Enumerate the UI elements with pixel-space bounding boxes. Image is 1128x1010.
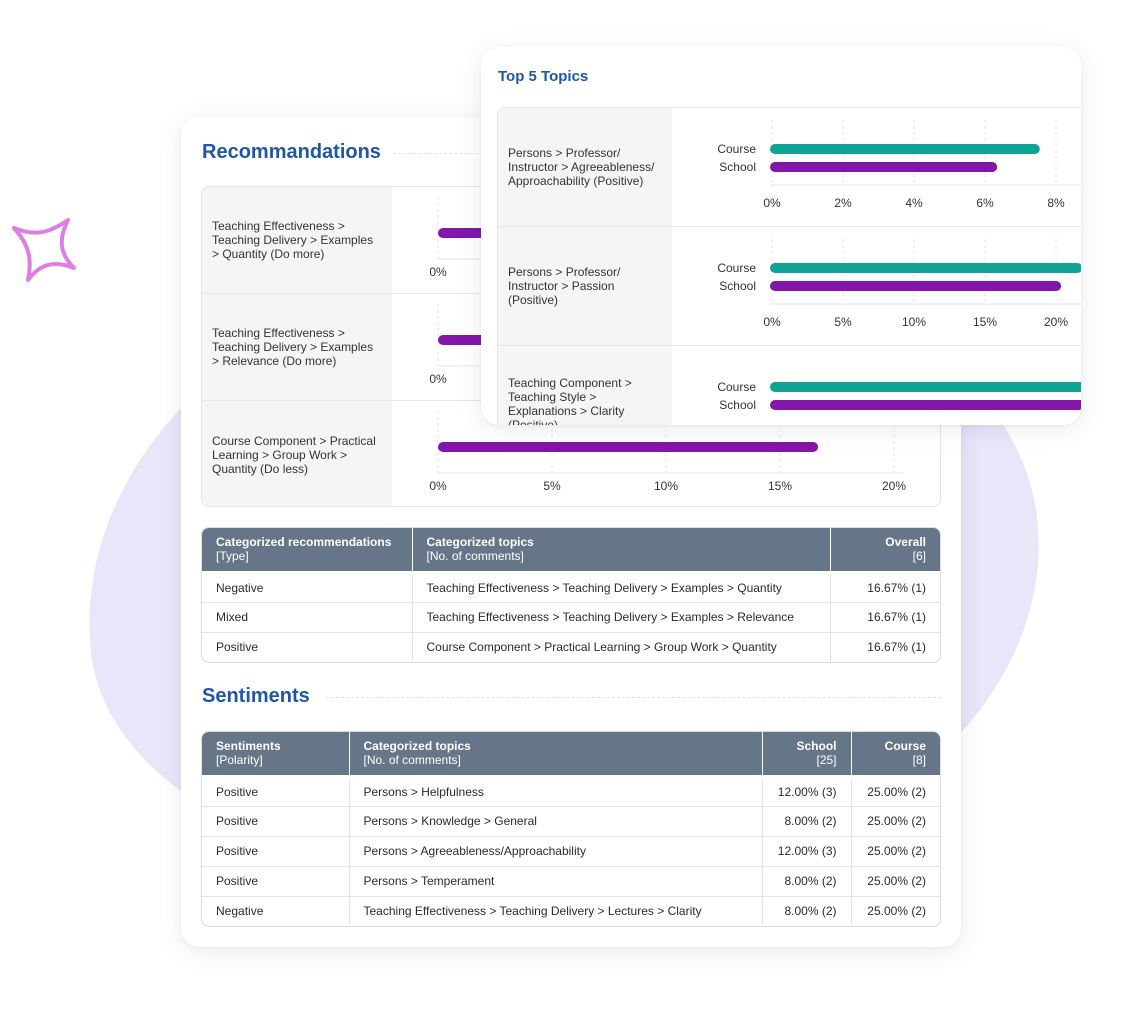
cell-topic: Persons > Helpfulness [349,776,763,806]
cell-topic: Teaching Effectiveness > Teaching Delive… [412,572,831,602]
cell-topic: Teaching Effectiveness > Teaching Delive… [349,895,763,926]
tick-label: 5% [543,479,561,493]
series-label-course: Course [717,380,756,394]
tick-label: 0% [429,479,447,493]
col-header-school[interactable]: School [25] [762,732,852,778]
sentiments-table: Sentiments [Polarity] Categorized topics[… [201,731,941,927]
cell-school: 12.00% (3) [762,835,852,866]
cell-polarity: Positive [202,805,350,836]
cell-school: 8.00% (2) [762,865,852,896]
cell-overall: 16.67% (1) [867,580,926,595]
bar-course[interactable] [770,382,1081,392]
cell-course: 25.00% (2) [867,784,926,799]
col-header-polarity[interactable]: Sentiments [Polarity] [202,732,350,778]
chart-row-label: Teaching Component > Teaching Style > Ex… [498,346,672,425]
sparkle-icon [12,218,76,282]
table-row: Positive Course Component > Practical Le… [202,631,940,662]
recommendations-title: Recommandations [202,141,381,163]
title-divider [393,153,483,154]
table-row: Positive Persons > Temperament 8.00% (2) 25… [202,865,940,896]
table-row: Negative Teaching Effectiveness > Teachin… [202,895,940,926]
bar-course[interactable] [770,144,1040,154]
cell-polarity: Negative [202,895,350,926]
series-label-school: School [719,279,756,293]
tick-label: 0% [763,196,781,210]
cell-topic: Persons > Agreeableness/Approachability [349,835,763,866]
topic-chart-row: Teaching Component > Teaching Style > Ex… [498,346,1081,425]
table-row: Positive Persons > Agreeableness/Approach… [202,835,940,866]
cell-topic: Persons > Temperament [349,865,763,896]
col-header-overall[interactable]: Overall [6] [830,528,940,574]
col-header-topics[interactable]: Categorized topics [No. of comments] [349,732,763,778]
cell-overall: 16.67% (1) [830,601,940,632]
topic-chart-row: Persons > Professor/ Instructor > Agreea… [498,108,1081,227]
top-topics-card: Top 5 Topics Persons > Professor/ Instru… [481,47,1081,425]
cell-topic: Persons > Knowledge > General [349,805,763,836]
tick-label: 15% [973,315,997,329]
cell-course: 25.00% (2) [851,835,940,866]
tick-label: 6% [976,196,994,210]
bar-school[interactable] [770,400,1081,410]
series-label-course: Course [717,142,756,156]
bar[interactable] [438,442,819,452]
tick-label: 4% [905,196,923,210]
top-topics-chart: Persons > Professor/ Instructor > Agreea… [497,107,1081,425]
chart-row-label: Course Component > Practical Learning > … [202,401,392,506]
tick-label: 0% [763,315,781,329]
cell-topic: Course Component > Practical Learning > … [412,631,831,662]
chart-row-label: Teaching Effectiveness > Teaching Delive… [202,294,392,400]
tick-label: 15% [768,479,792,493]
tick-label: 10% [654,479,678,493]
chart-row-label: Persons > Professor/ Instructor > Agreea… [498,108,672,226]
tick-label: 0% [429,372,447,386]
tick-label: 20% [1044,315,1068,329]
bar-school[interactable] [770,162,998,172]
cell-type: Mixed [202,601,413,632]
col-header-course[interactable]: Course [8] [851,732,940,778]
cell-topic: Teaching Effectiveness > Teaching Delive… [412,601,831,632]
cell-polarity: Positive [202,835,350,866]
bar-course[interactable] [770,263,1081,273]
series-label-school: School [719,160,756,174]
table-row: Positive Persons > Knowledge > General 8.0… [202,805,940,836]
cell-overall: 16.67% (1) [830,631,940,662]
col-header-type[interactable]: Categorized recommendations [Type] [202,528,413,574]
col-header-topics[interactable]: Categorized topics [No. of comments] [412,528,831,574]
series-label-course: Course [717,261,756,275]
tick-label: 5% [834,315,852,329]
cell-type: Positive [202,631,413,662]
chart-row-label: Persons > Professor/ Instructor > Passio… [498,227,672,345]
sentiments-title: Sentiments [202,685,310,707]
cell-type: Negative [202,572,413,602]
table-row: Positive Persons > Helpfulness 12.00% (3) 2… [202,776,940,806]
top-topics-title: Top 5 Topics [498,68,589,85]
tick-label: 8% [1047,196,1065,210]
cell-course: 25.00% (2) [851,895,940,926]
cell-polarity: Positive [202,776,350,806]
title-divider [326,697,941,698]
table-row: Negative Teaching Effectiveness > Teachi… [202,572,940,602]
bar-school[interactable] [770,281,1062,291]
chart-row: Course Component > Practical Learning > … [202,401,940,506]
cell-course: 25.00% (2) [851,865,940,896]
tick-label: 20% [882,479,906,493]
cell-school: 8.00% (2) [762,895,852,926]
cell-school: 8.00% (2) [762,805,852,836]
topic-chart-row: Persons > Professor/ Instructor > Passio… [498,227,1081,346]
tick-label: 0% [429,265,447,279]
recommendations-table: Categorized recommendations [Type] Catego… [201,527,941,663]
chart-row-label: Teaching Effectiveness > Teaching Delive… [202,187,392,293]
tick-label: 2% [834,196,852,210]
series-label-school: School [719,398,756,412]
cell-polarity: Positive [202,865,350,896]
table-row: Mixed Teaching Effectiveness > Teaching … [202,601,940,632]
cell-school: 12.00% (3) [762,776,852,806]
cell-course: 25.00% (2) [851,805,940,836]
tick-label: 10% [902,315,926,329]
